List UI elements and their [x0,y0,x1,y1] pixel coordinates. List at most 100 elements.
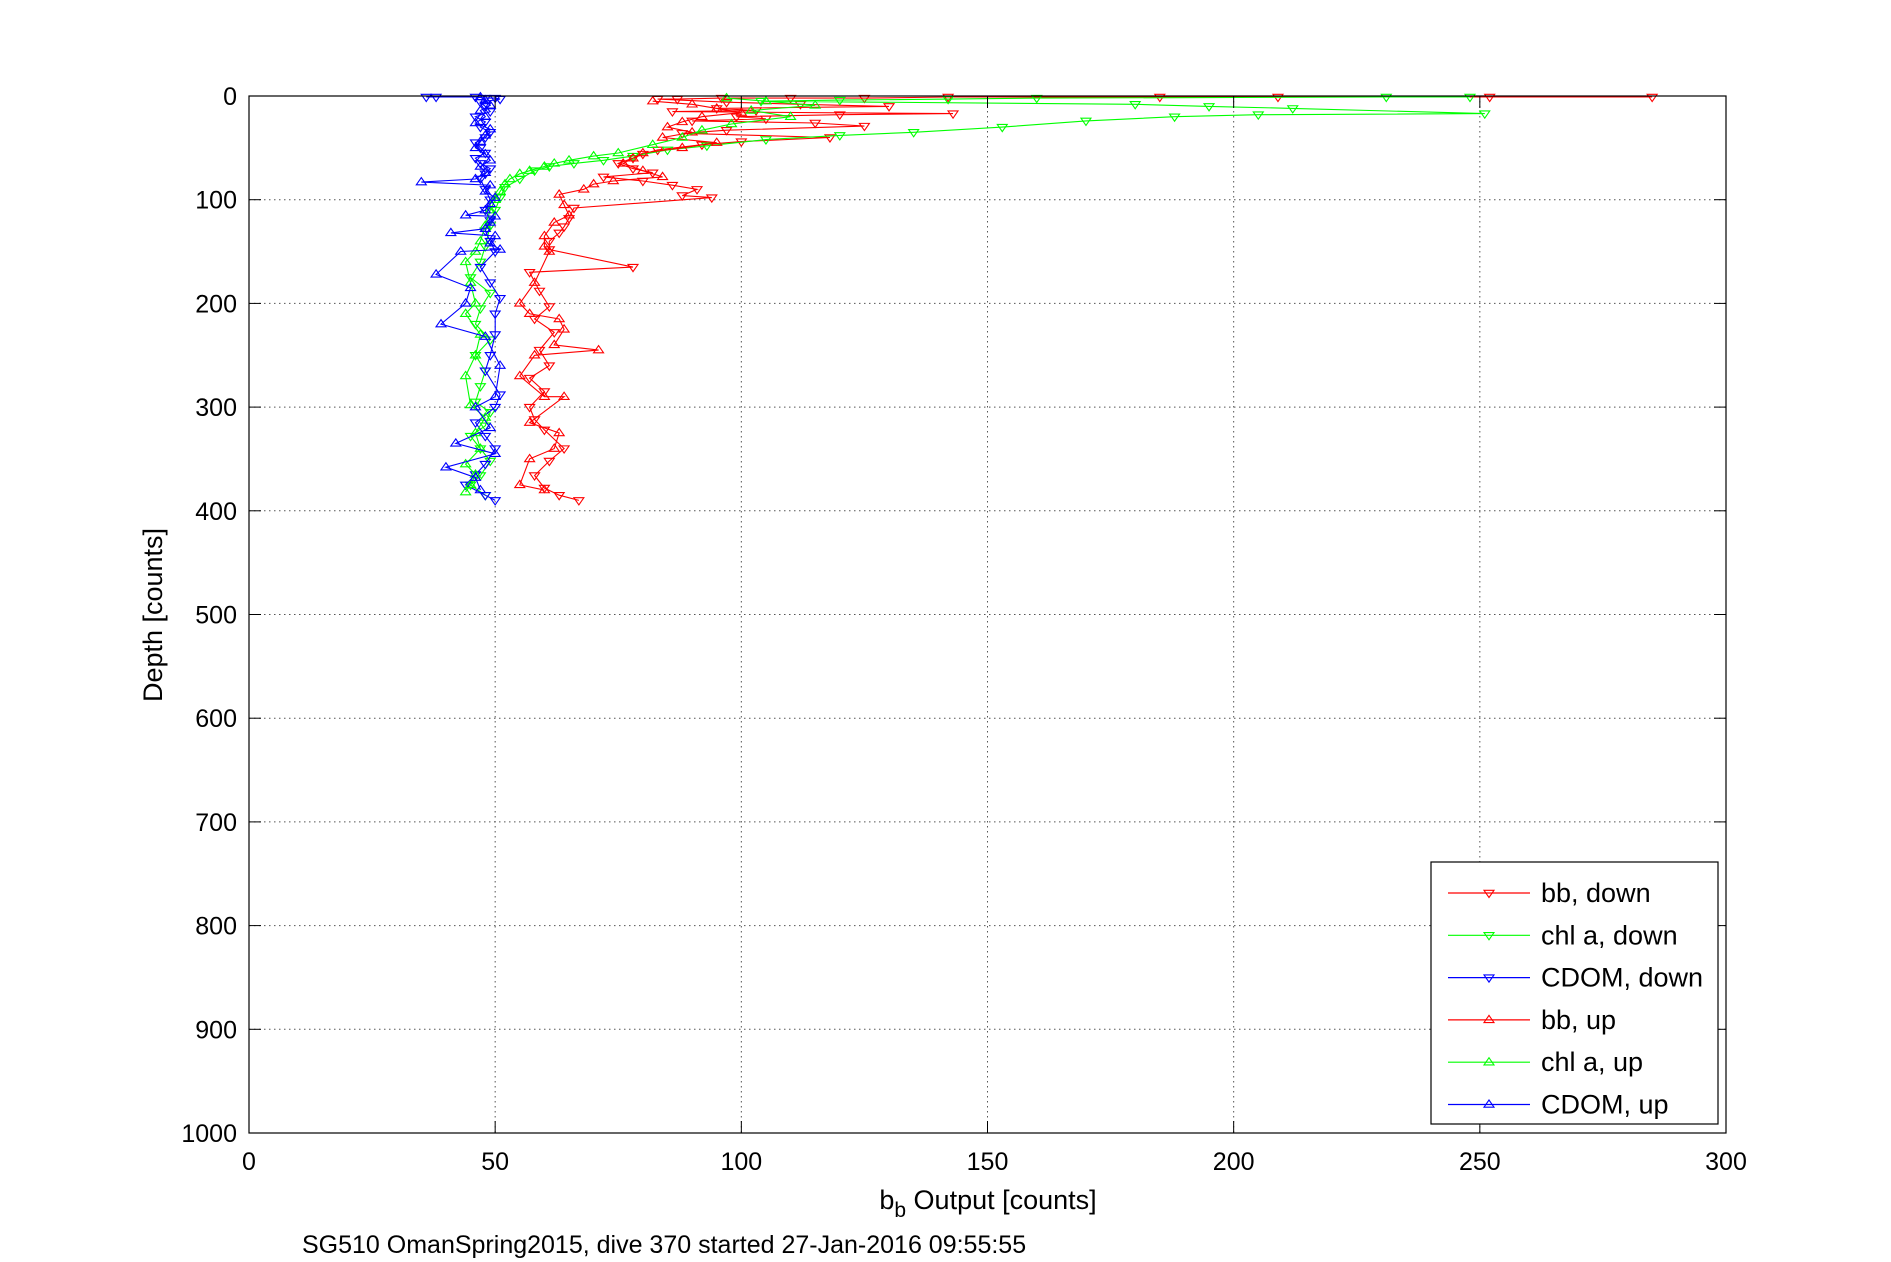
data-point-bb-up [710,137,723,146]
data-point-cdom-down [479,367,492,377]
y-tick-label: 700 [195,809,237,837]
data-point-chl-a-down [1463,93,1477,103]
data-point-bb-up [538,391,551,400]
data-point-bb-up [558,391,571,400]
y-axis-label: Depth [counts] [138,528,168,702]
data-point-chl-a-down [833,132,846,141]
legend-item-bb-down: bb, down [1448,878,1651,908]
data-point-cdom-up [489,230,502,240]
data-point-bb-down [612,160,625,169]
data-point-bb-down [730,113,743,123]
x-tick-label: 250 [1459,1148,1501,1176]
legend-marker [1482,889,1496,899]
data-point-cdom-up [489,192,502,201]
y-tick-label: 900 [195,1016,237,1044]
data-point-cdom-down [469,139,482,149]
data-point-chl-a-up [745,105,758,114]
data-point-cdom-down [474,123,487,133]
data-point-cdom-up [484,237,497,247]
data-point-chl-a-up [469,427,482,437]
data-point-chl-a-down [1129,101,1142,110]
data-point-bb-up [548,443,561,452]
data-point-cdom-up [469,472,482,481]
data-point-chl-a-down [907,129,920,138]
data-point-bb-down [1646,93,1659,103]
data-point-bb-down [946,110,960,120]
data-point-cdom-up [484,179,497,189]
data-point-chl-a-up [489,194,502,203]
data-point-bb-up [592,344,605,354]
data-point-chl-a-down [484,289,497,299]
data-point-bb-up [523,453,536,463]
data-point-cdom-up [484,154,497,164]
data-point-chl-a-up [498,178,512,188]
legend-marker [1482,974,1496,984]
data-point-cdom-up [479,94,492,104]
data-point-chl-a-up [725,118,738,128]
data-point-cdom-up [479,148,492,158]
data-point-bb-down [597,173,610,183]
data-point-bb-down [567,204,580,214]
data-point-chl-a-up [720,92,733,102]
data-point-bb-up [686,126,699,136]
data-point-bb-down [1483,93,1496,103]
data-point-chl-a-up [587,150,600,160]
data-point-cdom-up [484,422,497,432]
legend-item-cdom-down: CDOM, down [1448,963,1703,993]
legend-label: bb, up [1541,1005,1616,1035]
data-point-chl-a-down [661,146,674,156]
data-point-bb-down [553,229,566,239]
data-point-chl-a-up [474,235,487,245]
data-point-cdom-down [469,113,482,123]
data-point-cdom-down [469,471,482,480]
data-point-chl-a-down [528,167,541,177]
data-point-bb-up [543,246,556,255]
data-point-bb-down [823,134,837,143]
legend-item-chl-a-down: chl a, down [1448,920,1678,950]
data-point-bb-down [666,181,679,191]
data-point-bb-down [523,374,536,384]
data-point-bb-up [686,98,699,108]
data-point-cdom-up [479,185,492,195]
legend-label: bb, down [1541,878,1651,908]
data-point-cdom-down [474,263,487,273]
series-line-bb-down [528,96,1653,501]
y-tick-label: 500 [195,602,237,630]
data-point-chl-a-down [754,97,768,107]
data-point-bb-down [676,192,689,202]
data-point-bb-down [858,94,871,104]
data-point-bb-down [626,165,640,175]
data-point-chl-a-up [538,161,551,170]
dive-info-caption: SG510 OmanSpring2015, dive 370 started 2… [302,1231,1026,1259]
data-point-cdom-up [415,176,428,186]
data-point-cdom-up [459,297,472,307]
data-point-bb-up [548,339,561,349]
data-point-bb-down [690,186,704,195]
data-point-chl-a-down [1380,93,1393,103]
data-series [415,91,1659,506]
data-point-bb-up [656,132,669,141]
y-tick-label: 800 [195,913,237,941]
data-point-bb-down [533,287,546,297]
data-point-cdom-down [420,93,433,103]
series-line-bb-up [519,100,742,491]
data-point-bb-down [543,457,556,467]
data-point-bb-down [553,491,566,501]
data-point-cdom-down [479,432,492,442]
data-point-chl-a-up [459,256,472,266]
data-point-chl-a-up [469,297,482,307]
data-point-bb-down [538,426,551,436]
data-point-cdom-up [434,318,448,328]
data-point-chl-a-up [459,308,472,318]
data-point-cdom-up [469,142,482,152]
data-point-chl-a-up [695,124,708,134]
data-point-bb-up [646,95,659,105]
data-point-bb-down [720,126,733,136]
x-tick-label: 300 [1705,1148,1747,1176]
data-point-chl-a-up [784,111,797,120]
data-point-chl-a-up [459,370,472,380]
data-point-bb-down [558,223,571,233]
data-point-bb-down [543,362,556,372]
data-point-cdom-up [484,198,497,208]
data-point-cdom-up [469,401,482,411]
